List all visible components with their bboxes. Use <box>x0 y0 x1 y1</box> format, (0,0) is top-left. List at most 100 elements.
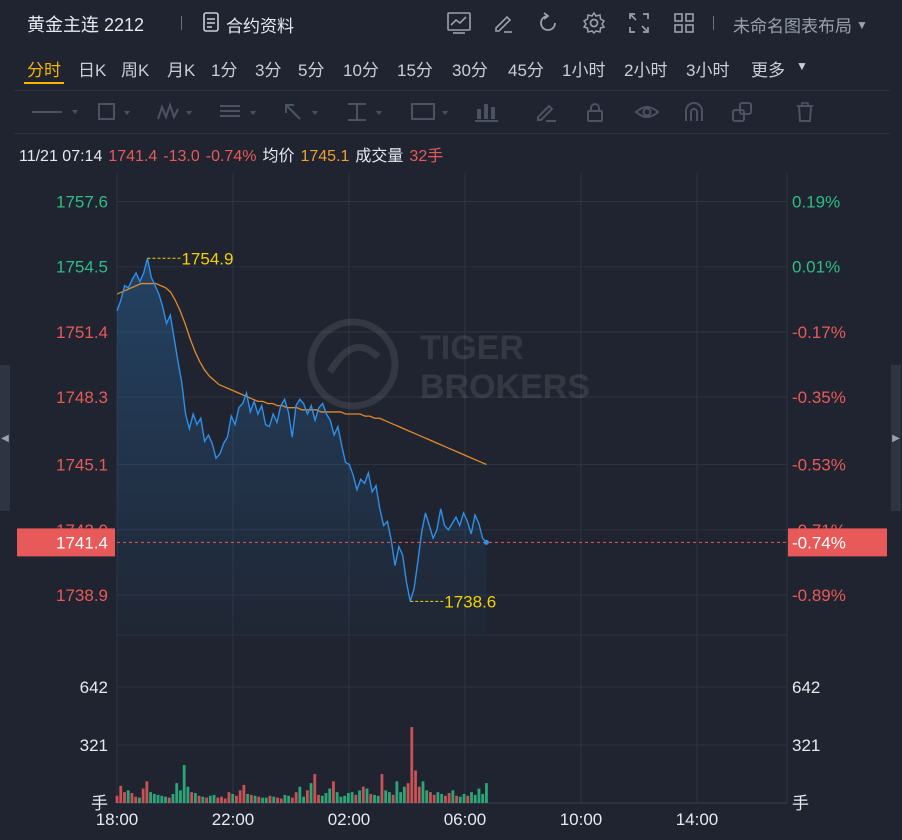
volume-bar <box>425 790 429 803</box>
volume-bar <box>354 794 358 803</box>
tab-timeframe-10[interactable]: 45分 <box>508 61 544 80</box>
volume-bar <box>313 774 317 803</box>
price-axis-label: 1757.6 <box>56 192 108 211</box>
chart-axes: 1757.61754.51751.41748.31745.11742.01738… <box>17 192 887 829</box>
pct-axis-label: -0.35% <box>792 388 846 407</box>
eye-icon[interactable] <box>634 100 660 124</box>
tab-timeframe-6[interactable]: 5分 <box>298 61 325 80</box>
tab-timeframe-8[interactable]: 15分 <box>397 61 433 80</box>
tab-timeframe-11[interactable]: 1小时 <box>562 61 606 80</box>
clone-icon[interactable] <box>730 100 754 124</box>
refresh-icon[interactable] <box>536 11 560 35</box>
magnet-icon[interactable] <box>682 100 706 124</box>
measure-tool-icon[interactable] <box>346 100 388 124</box>
volume-bar <box>470 792 473 803</box>
annotation-tool-icon[interactable] <box>410 100 452 124</box>
volume-bar <box>443 795 447 803</box>
volume-bar <box>287 795 291 803</box>
volume-bar <box>440 793 444 803</box>
pattern-tool-icon[interactable] <box>474 100 500 124</box>
brush-icon[interactable] <box>534 100 558 124</box>
tab-timeframe-2[interactable]: 周K <box>121 61 150 80</box>
more-caret-icon[interactable]: ▼ <box>796 59 808 73</box>
volume-bar <box>294 792 298 803</box>
volume-bar <box>324 793 328 803</box>
right-panel-handle[interactable]: ▶ <box>891 365 901 511</box>
volume-bar <box>317 794 320 803</box>
price-area-fill <box>117 258 487 635</box>
volume-bar <box>332 781 335 803</box>
volume-bar <box>167 797 171 803</box>
grid-layout-icon[interactable] <box>672 11 696 35</box>
time-axis-label: 02:00 <box>328 810 371 829</box>
pct-axis-label: -0.17% <box>792 323 846 342</box>
tab-timeframe-13[interactable]: 3小时 <box>686 61 730 80</box>
chevron-left-icon: ◀ <box>1 432 9 444</box>
watermark-line-2: BROKERS <box>420 368 590 406</box>
volume-bar <box>171 793 175 803</box>
volume-bar <box>473 794 477 803</box>
document-icon <box>202 12 220 37</box>
last-price-dot <box>483 539 489 545</box>
rectangle-tool-icon[interactable] <box>96 100 136 124</box>
current-pct-tag-label: -0.74% <box>792 533 846 552</box>
volume-bar <box>197 795 201 803</box>
contract-info-button[interactable]: 合约资料 <box>202 12 294 37</box>
volume-bar <box>346 793 350 803</box>
volume-bar <box>485 783 488 803</box>
volume-bar <box>335 792 339 803</box>
volume-bar <box>272 796 276 803</box>
volume-bar <box>119 785 123 803</box>
volume-bar <box>193 793 197 803</box>
time-axis-label: 22:00 <box>212 810 255 829</box>
intraday-chart[interactable]: TIGER BROKERS 1757.6 1754.5 1751.4 1748.3 17… <box>0 172 902 835</box>
volume-bar <box>402 786 406 803</box>
tab-timeframe-4[interactable]: 1分 <box>211 61 238 80</box>
volume-bar <box>384 790 388 803</box>
tab-timeframe-7[interactable]: 10分 <box>343 61 379 80</box>
layout-dropdown[interactable]: 未命名图表布局 ▼ <box>733 12 868 37</box>
volume-bars <box>115 727 488 803</box>
tab-timeframe-3[interactable]: 月K <box>167 61 196 80</box>
drawing-toolbar <box>14 90 890 134</box>
tab-timeframe-5[interactable]: 3分 <box>255 61 282 80</box>
volume-bar <box>261 797 264 803</box>
volume-label: 成交量 <box>355 148 404 165</box>
volume-bar <box>130 793 134 803</box>
line-style-tool[interactable] <box>32 100 84 124</box>
volume-bar <box>399 792 403 803</box>
volume-bar <box>126 790 130 803</box>
volume-bar <box>227 792 231 803</box>
tab-timeframe-0[interactable]: 分时 <box>27 61 61 80</box>
text-lines-tool-icon[interactable] <box>218 100 260 124</box>
tab-timeframe-1[interactable]: 日K <box>78 61 107 80</box>
volume-bar <box>358 790 361 803</box>
edit-icon[interactable] <box>491 11 515 35</box>
left-panel-handle[interactable]: ◀ <box>0 365 10 511</box>
volume-bar <box>220 796 223 803</box>
caret-down-icon: ▼ <box>856 17 868 32</box>
volume-bar <box>328 788 332 803</box>
volume-bar <box>414 770 417 803</box>
fullscreen-icon[interactable] <box>627 11 651 35</box>
trash-icon[interactable] <box>794 100 816 124</box>
top-bar: 黄金主连 2212 合约资料 未命名图表布局 ▼ <box>0 0 902 46</box>
tab-timeframe-14[interactable]: 更多 <box>751 61 785 80</box>
arrow-tool-icon[interactable] <box>282 100 324 124</box>
lock-icon[interactable] <box>584 100 606 124</box>
price-axis-label: 1754.5 <box>56 258 108 277</box>
volume-bar <box>447 793 451 803</box>
tab-timeframe-9[interactable]: 30分 <box>452 61 488 80</box>
indicator-chart-icon[interactable] <box>447 11 471 35</box>
tab-timeframe-12[interactable]: 2小时 <box>624 61 668 80</box>
volume-bar <box>417 786 421 803</box>
volume-bar <box>164 796 167 803</box>
volume-bar <box>115 795 119 803</box>
volume-bar <box>320 795 324 803</box>
pct-axis-label: -0.89% <box>792 586 846 605</box>
volume-bar <box>216 797 220 803</box>
chart-svg[interactable]: TIGER BROKERS 1757.6 1754.5 1751.4 1748.3 17… <box>0 172 902 835</box>
wave-tool-icon[interactable] <box>156 100 198 124</box>
volume-bar <box>458 796 462 803</box>
settings-icon[interactable] <box>582 11 606 35</box>
